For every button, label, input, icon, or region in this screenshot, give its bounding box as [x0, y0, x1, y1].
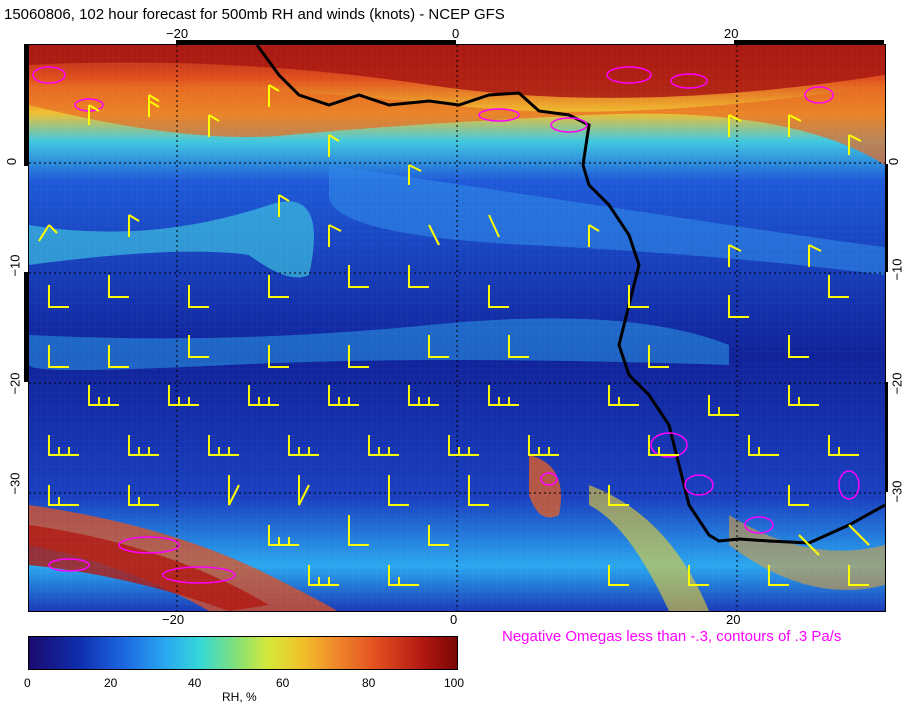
top-tick-label: −20 [166, 26, 189, 41]
map-canvas [29, 45, 885, 611]
left-tick-label: −10 [7, 254, 23, 277]
frame-edge-bar [24, 272, 28, 382]
frame-edge-bar [176, 40, 456, 44]
colorbar-tick-label: 100 [444, 676, 465, 690]
right-tick-label: −20 [889, 372, 905, 395]
colorbar-tick-label: 40 [188, 676, 202, 690]
colorbar-tick-label: 60 [276, 676, 290, 690]
bottom-tick-label: −20 [162, 612, 185, 627]
map-panel [28, 44, 886, 612]
colorbar-tick-label: 20 [104, 676, 118, 690]
top-tick-label: 20 [724, 26, 739, 41]
left-tick-label: 0 [4, 157, 20, 166]
colorbar-title: RH, % [222, 690, 257, 704]
left-tick-label: −20 [7, 372, 23, 395]
right-tick-label: −30 [889, 480, 905, 503]
frame-edge-bar [884, 164, 888, 272]
colorbar-tick-label: 80 [362, 676, 376, 690]
wind-barbs [38, 84, 870, 586]
right-tick-label: −10 [889, 258, 905, 281]
graticule [29, 45, 885, 611]
bottom-tick-label: 0 [450, 612, 458, 627]
omega-legend-note: Negative Omegas less than -.3, contours … [502, 628, 842, 645]
right-tick-label: 0 [886, 157, 902, 166]
top-tick-label: 0 [452, 26, 460, 41]
omega-contours [32, 66, 860, 584]
rh-colorbar [28, 636, 458, 670]
frame-edge-bar [24, 44, 28, 166]
coastline [255, 45, 885, 545]
bottom-tick-label: 20 [726, 612, 741, 627]
left-tick-label: −30 [7, 472, 23, 495]
frame-edge-bar [884, 382, 888, 492]
map-title: 15060806, 102 hour forecast for 500mb RH… [4, 6, 505, 23]
colorbar-tick-label: 0 [24, 676, 31, 690]
frame-edge-bar [734, 40, 884, 44]
